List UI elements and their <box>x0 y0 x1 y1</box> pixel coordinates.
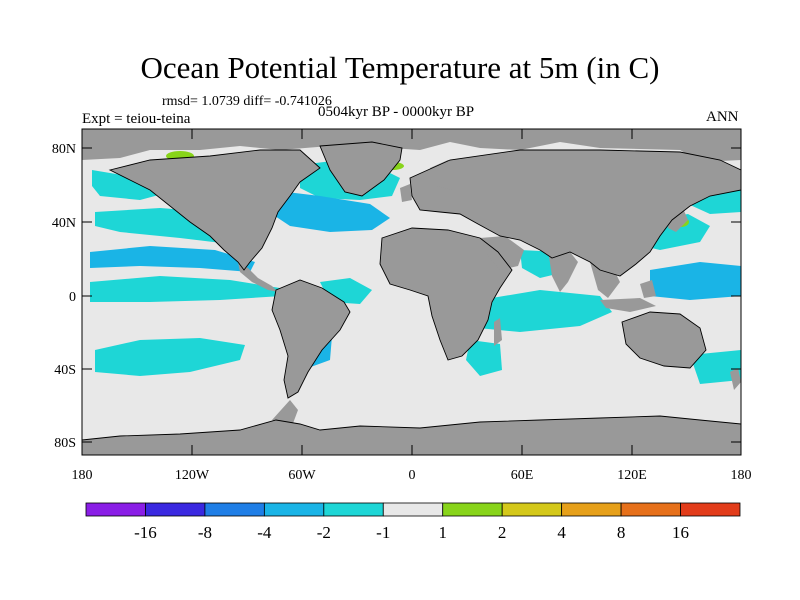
colorbar-label: 16 <box>672 523 689 542</box>
colorbar-swatch <box>323 502 384 517</box>
lon-label-0: 0 <box>409 468 416 483</box>
colorbar-swatch <box>145 502 206 517</box>
stats-label: rmsd= 1.0739 diff= -0.741026 <box>162 94 332 109</box>
colorbar-swatch <box>620 502 681 517</box>
latitude-axis <box>82 147 741 443</box>
colorbar-swatch <box>263 502 325 517</box>
map-title: Ocean Potential Temperature at 5m (in C) <box>140 50 660 85</box>
colorbar-label: -8 <box>198 523 212 542</box>
experiment-label: Expt = teiou-teina <box>82 111 191 127</box>
lon-label-60e: 60E <box>511 468 534 483</box>
colorbar-labels: -16 -8 -4 -2 -1 1 2 4 8 16 <box>134 523 689 542</box>
colorbar-swatch <box>501 502 563 517</box>
colorbar-swatch <box>680 502 741 517</box>
colorbar-label: -2 <box>317 523 331 542</box>
colorbar-label: -1 <box>376 523 390 542</box>
coastlines <box>82 141 741 441</box>
lat-label-80s: 80S <box>54 436 76 451</box>
lat-label-80n: 80N <box>52 142 76 157</box>
colorbar-swatch <box>382 502 444 517</box>
lon-label-120e: 120E <box>617 468 647 483</box>
longitude-axis <box>81 129 633 455</box>
colorbar-label: 1 <box>438 523 447 542</box>
colorbar-label: 2 <box>498 523 507 542</box>
period-label: 0504kyr BP - 0000kyr BP <box>318 104 475 120</box>
lat-label-40n: 40N <box>52 216 76 231</box>
colorbar-label: -4 <box>257 523 272 542</box>
colorbar-label: 8 <box>617 523 626 542</box>
land-masses <box>82 129 741 455</box>
lon-label-60w: 60W <box>288 468 316 483</box>
colorbar-swatch <box>561 502 622 517</box>
colorbar-label: -16 <box>134 523 157 542</box>
lat-label-40s: 40S <box>54 363 76 378</box>
colorbar-swatch <box>85 502 146 517</box>
colorbar-swatch <box>442 502 503 517</box>
lon-label-120w: 120W <box>175 468 210 483</box>
season-label: ANN <box>706 109 739 125</box>
lon-label-180e: 180 <box>731 468 752 483</box>
colorbar-label: 4 <box>557 523 566 542</box>
colorbar-swatch <box>204 502 265 517</box>
lat-label-0: 0 <box>69 290 76 305</box>
lon-label-180w: 180 <box>72 468 93 483</box>
colorbar <box>85 502 741 517</box>
